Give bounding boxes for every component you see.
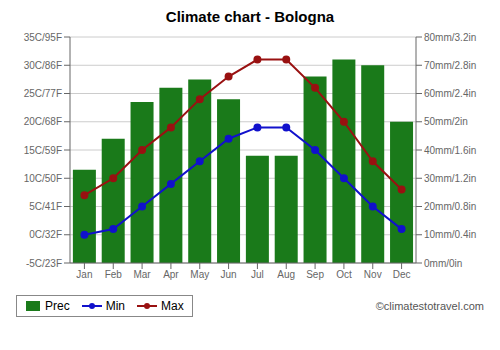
svg-text:Mar: Mar [133,269,151,280]
svg-text:Apr: Apr [163,269,179,280]
html-text:Min: Min [105,299,125,313]
svg-text:Nov: Nov [364,269,382,280]
svg-text:30mm/1.2in: 30mm/1.2in [424,173,476,184]
svg-text:60mm/2.4in: 60mm/2.4in [424,88,476,99]
svg-text:Oct: Oct [336,269,352,280]
svg-text:May: May [190,269,209,280]
svg-text:Aug: Aug [277,269,295,280]
svg-text:70mm/2.8in: 70mm/2.8in [424,60,476,71]
svg-text:Jan: Jan [76,269,92,280]
svg-text:35C/95F: 35C/95F [24,32,62,43]
svg-text:Jun: Jun [221,269,237,280]
svg-text:-5C/23F: -5C/23F [26,258,62,269]
svg-text:0mm/0in: 0mm/0in [424,258,462,269]
html-text:Max: Max [161,299,184,313]
svg-text:20mm/0.8in: 20mm/0.8in [424,201,476,212]
svg-text:10C/50F: 10C/50F [24,173,62,184]
svg-text:Feb: Feb [105,269,123,280]
svg-text:5C/41F: 5C/41F [29,201,62,212]
svg-text:80mm/3.2in: 80mm/3.2in [424,32,476,43]
svg-text:30C/86F: 30C/86F [24,60,62,71]
svg-text:40mm/1.6in: 40mm/1.6in [424,145,476,156]
html-text:©climatestotravel.com: ©climatestotravel.com [375,300,484,312]
svg-text:20C/68F: 20C/68F [24,116,62,127]
svg-text:50mm/2in: 50mm/2in [424,116,468,127]
svg-text:Sep: Sep [306,269,324,280]
svg-text:Jul: Jul [251,269,264,280]
html-text:Climate chart - Bologna: Climate chart - Bologna [165,8,335,25]
svg-text:10mm/0.4in: 10mm/0.4in [424,229,476,240]
svg-text:25C/77F: 25C/77F [24,88,62,99]
html-text:Prec: Prec [45,299,70,313]
svg-text:15C/59F: 15C/59F [24,145,62,156]
svg-text:0C/32F: 0C/32F [29,229,62,240]
svg-text:Dec: Dec [393,269,411,280]
